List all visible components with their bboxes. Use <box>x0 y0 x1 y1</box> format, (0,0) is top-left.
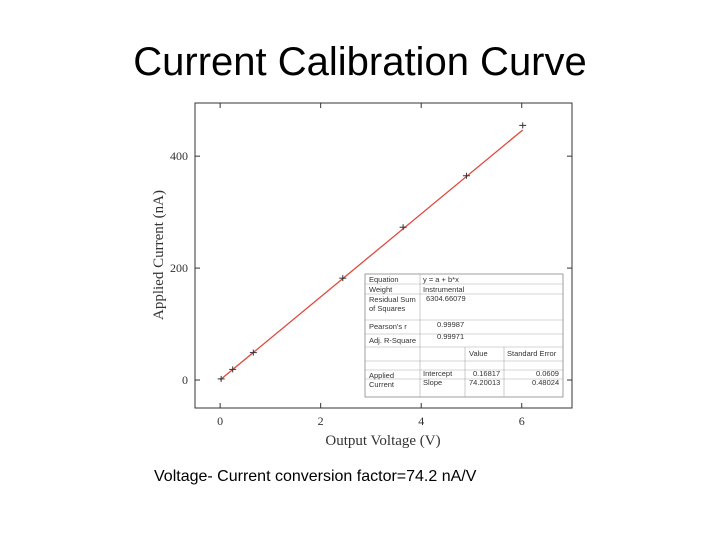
data-point <box>217 375 225 382</box>
plot-frame <box>194 102 573 409</box>
fit-line-group <box>219 129 524 381</box>
fit-row-value: Instrumental <box>423 285 465 294</box>
conversion-factor-caption: Voltage- Current conversion factor=74.2 … <box>154 468 477 485</box>
fit-param-error: 0.0609 <box>536 369 559 378</box>
data-point <box>229 366 237 373</box>
data-point <box>462 172 470 179</box>
x-tick-label: 0 <box>217 414 223 428</box>
x-tick-label: 4 <box>418 414 424 428</box>
y-tick-label: 200 <box>170 261 188 275</box>
x-axis-label: Output Voltage (V) <box>325 433 440 449</box>
fit-results-table: Equation y = a + b*x Weight Instrumental… <box>364 273 564 398</box>
fit-row-value: 0.99987 <box>437 320 464 329</box>
data-point <box>519 122 527 129</box>
fit-row-value: y = a + b*x <box>423 275 459 284</box>
x-tick-label: 2 <box>318 414 324 428</box>
fit-row-label: Pearson's r <box>369 322 407 331</box>
fit-row-label: Equation <box>369 275 399 284</box>
data-points <box>217 122 527 382</box>
fit-row-value: 6304.66079 <box>426 294 466 303</box>
fit-param-error: 0.48024 <box>532 378 559 387</box>
fit-row-label: Weight <box>369 285 393 294</box>
fit-row-label: Residual Sum of Squares <box>369 295 416 313</box>
y-axis-label: Applied Current (nA) <box>151 190 167 320</box>
axis-ticks: 0 2 4 6 0 200 400 <box>170 103 572 428</box>
y-tick-label: 400 <box>170 149 188 163</box>
fit-header-value: Value <box>469 349 488 358</box>
fit-param-value: 0.16817 <box>473 369 500 378</box>
data-point <box>339 275 347 282</box>
y-tick-label: 0 <box>182 373 188 387</box>
data-point <box>399 224 407 231</box>
slide-title: Current Calibration Curve <box>133 40 587 84</box>
fit-param-value: 74.20013 <box>469 378 500 387</box>
fit-group-label: Applied Current <box>369 371 395 389</box>
fit-row-label: Adj. R-Square <box>369 336 416 345</box>
fit-param-name: Slope <box>423 378 442 387</box>
data-point <box>249 349 257 356</box>
fit-header-error: Standard Error <box>507 349 557 358</box>
linear-fit-line <box>219 129 524 381</box>
fit-row-value: 0.99971 <box>437 332 464 341</box>
x-tick-label: 6 <box>519 414 525 428</box>
fit-param-name: Intercept <box>423 369 453 378</box>
